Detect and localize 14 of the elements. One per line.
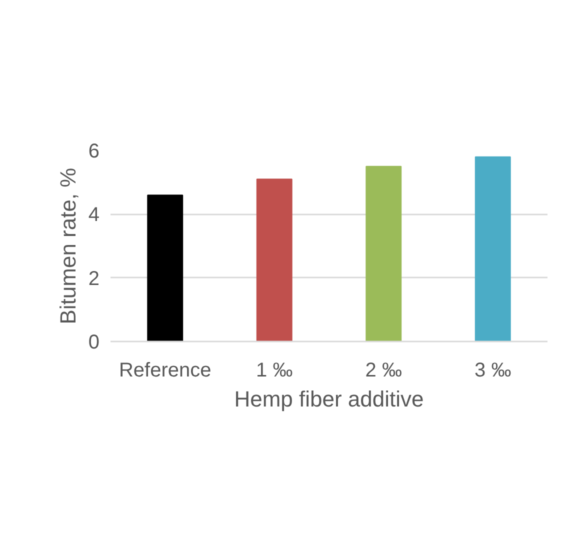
bar — [366, 166, 402, 342]
y-tick-label: 4 — [88, 204, 100, 226]
y-tick-label: 0 — [88, 332, 100, 354]
x-tick-label: 2 ‰ — [365, 360, 402, 382]
y-tick-label: 6 — [88, 140, 100, 162]
bar — [474, 156, 511, 342]
x-tick-label: 3 ‰ — [474, 360, 512, 382]
x-tick-label: Reference — [118, 360, 212, 382]
bar — [256, 178, 292, 342]
y-axis-title: Bitumen rate, % — [55, 168, 80, 324]
x-tick-label: 1 ‰ — [256, 360, 293, 382]
y-tick-label: 2 — [88, 268, 100, 290]
bar — [147, 194, 184, 342]
x-axis-title: Hemp fiber additive — [234, 386, 424, 412]
